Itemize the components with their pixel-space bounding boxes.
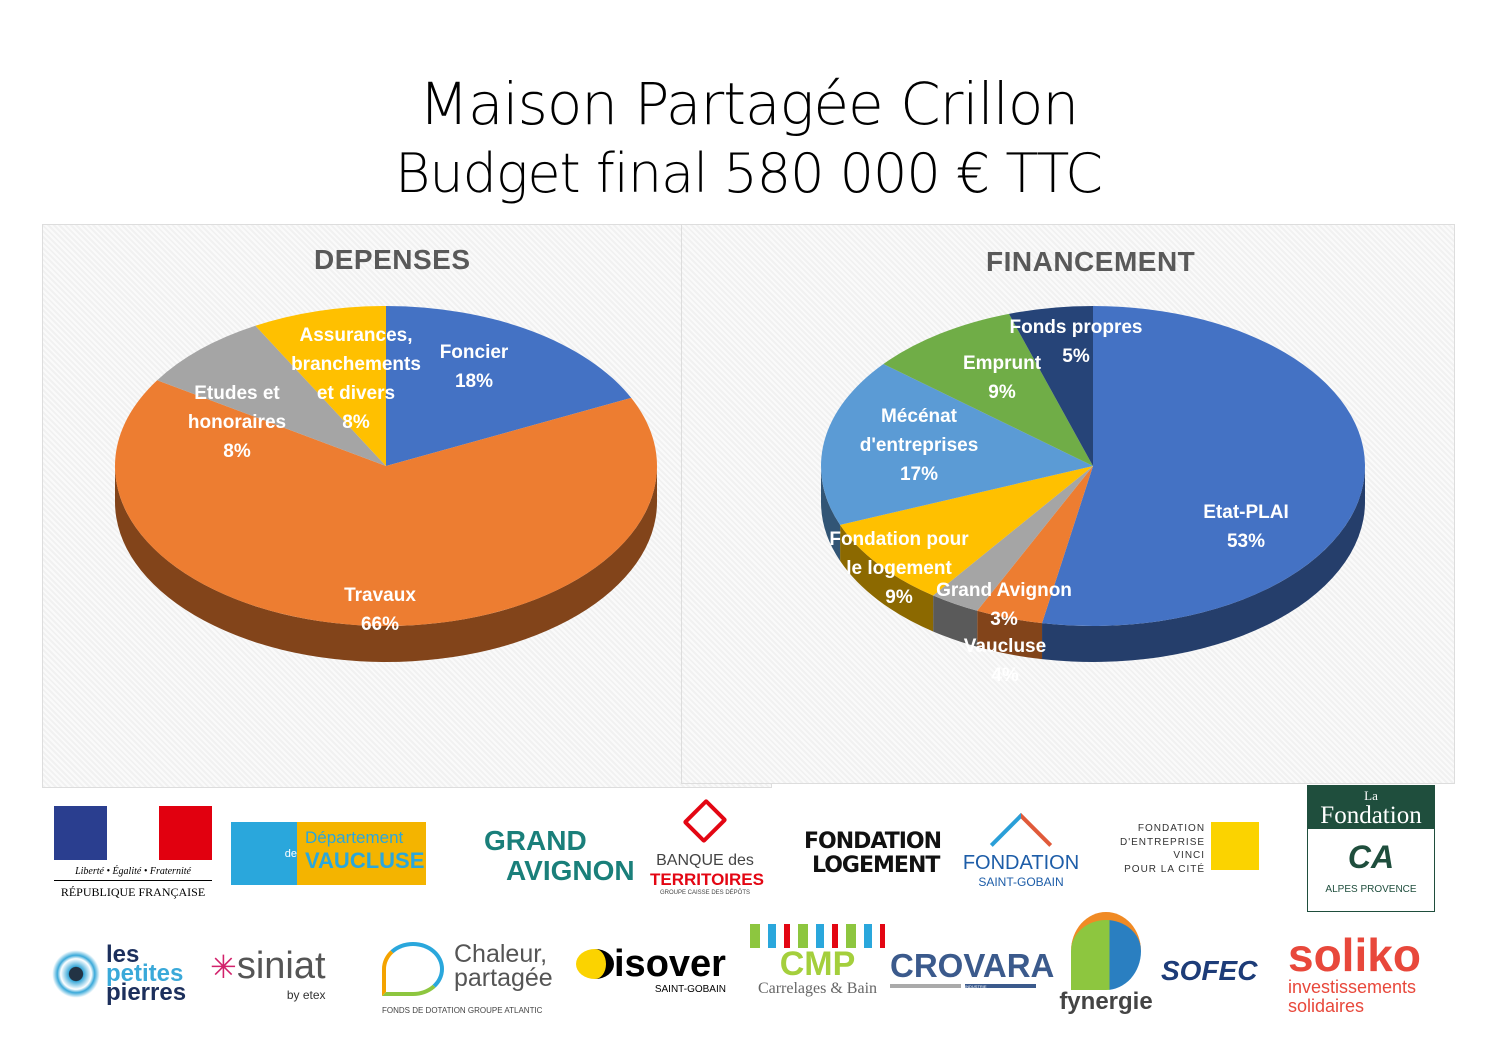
logo-republique-francaise: Liberté • Égalité • Fraternité RÉPUBLIQU… xyxy=(54,806,213,902)
label-grand-avignon: Grand Avignon 3% xyxy=(936,580,1072,630)
pie-1-side-1 xyxy=(977,610,1043,660)
label-mecenat: Mécénat d'entreprises 17% xyxy=(859,406,979,485)
label-etat-plai: Etat-PLAI 53% xyxy=(1203,502,1289,552)
pie-1-side-0 xyxy=(1042,466,1365,663)
logo-fondation-credit-agricole: La Fondation CA ALPES PROVENCE xyxy=(1307,785,1435,912)
pie-1-slice-3 xyxy=(840,466,1093,596)
label-travaux: Travaux 66% xyxy=(344,585,416,635)
pie-1-side-3 xyxy=(840,524,934,632)
logo-les-petites-pierres: les petites pierres xyxy=(52,943,186,1005)
label-fondation-logement: Fondation pour le logement 9% xyxy=(829,529,969,608)
pie-1-side-2 xyxy=(933,595,978,647)
logo-siniat: ✳siniat by etex xyxy=(210,945,326,1002)
logo-banque-des-territoires: BANQUE des TERRITOIRES GROUPE CAISSE DES… xyxy=(650,798,764,896)
logo-cmp: CMP Carrelages & Bain xyxy=(750,924,885,998)
logo-vaucluse: de Département VAUCLUSE xyxy=(231,822,426,885)
financement-title: FINANCEMENT xyxy=(986,246,1196,277)
pie-0-slice-2 xyxy=(157,325,386,466)
logo-soliko: soliko investissements solidaires xyxy=(1288,929,1421,1016)
pie-1-slice-5 xyxy=(883,313,1093,466)
pie-1-slice-4 xyxy=(821,364,1093,525)
pie-0-slice-0 xyxy=(386,306,632,466)
pie-1-slice-0 xyxy=(1042,306,1365,626)
logo-chaleur-partagee: Chaleur, partagée FONDS DE DOTATION GROUP… xyxy=(382,940,553,1015)
label-etudes: Etudes et honoraires 8% xyxy=(187,383,287,462)
pie-0-side-1 xyxy=(115,466,657,662)
label-vaucluse: Vaucluse 4% xyxy=(963,636,1047,686)
logo-crovara: CROVARA INDUSTRIE xyxy=(890,947,1055,989)
logo-isover: isover SAINT-GOBAIN xyxy=(576,944,726,995)
label-assurances: Assurances, branchements et divers 8% xyxy=(291,325,421,433)
pie-1-slice-6 xyxy=(1008,306,1093,466)
logo-fondation-vinci: FONDATION D'ENTREPRISE VINCI POUR LA CITÉ xyxy=(1120,822,1260,876)
depenses-title: DEPENSES xyxy=(314,244,471,275)
pie-1-slice-1 xyxy=(977,466,1093,624)
label-fonds-propres: Fonds propres 5% xyxy=(1009,317,1143,367)
pie-0-slice-3 xyxy=(255,306,386,466)
slide-title: Maison Partagée Crillon xyxy=(418,70,1079,138)
label-emprunt: Emprunt 9% xyxy=(962,353,1042,403)
logo-grand-avignon: GRAND AVIGNON xyxy=(484,825,635,886)
logo-sofec: SOFEC xyxy=(1161,955,1258,986)
pie-1-side-4 xyxy=(821,466,841,561)
label-foncier: Foncier 18% xyxy=(439,342,509,392)
logo-fondation-saint-gobain: FONDATION SAINT-GOBAIN xyxy=(956,812,1086,889)
slide-subtitle: Budget final 580 000 € TTC xyxy=(395,142,1103,205)
logo-fynergie: fynergie xyxy=(1050,912,1162,1014)
pie-1-slice-2 xyxy=(933,466,1093,611)
logo-fondation-logement: FONDATION LOGEMENT xyxy=(804,829,942,878)
pie-0-slice-1 xyxy=(115,380,657,626)
